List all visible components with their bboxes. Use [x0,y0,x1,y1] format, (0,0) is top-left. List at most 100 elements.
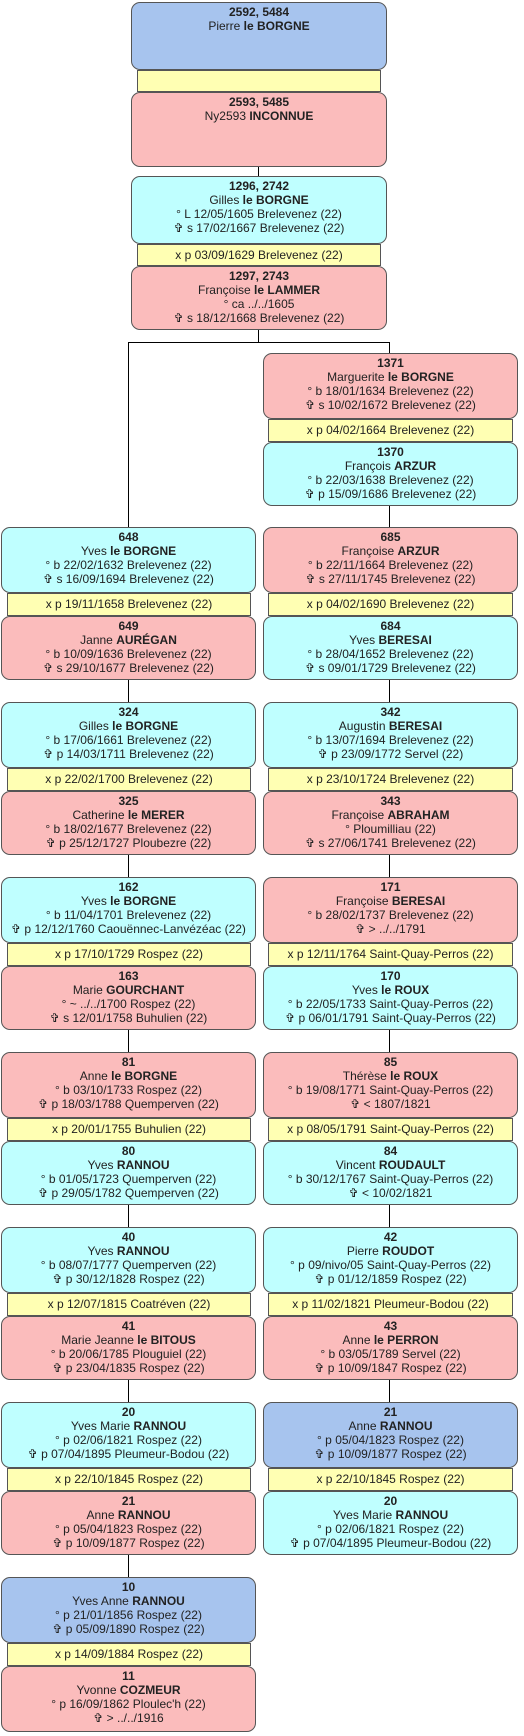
death-event: ✞ p 12/12/1760 Caouënnec-Lanvézéac (22) [11,922,246,936]
connector-vertical [389,506,390,527]
person-number: 21 [121,1494,136,1508]
birth-event: ° b 10/09/1636 Brelevenez (22) [45,647,212,661]
person-name: Marie Jeanne le BITOUS [61,1333,196,1347]
birth-event: ° p 21/01/1856 Rospez (22) [55,1608,202,1622]
death-event: ✞ s 29/10/1677 Brelevenez (22) [43,661,214,675]
person-name: Gilles le BORGNE [209,193,309,207]
person-card[interactable]: 1296, 2742 Gilles le BORGNE ° L 12/05/16… [131,176,387,244]
person-card[interactable]: 85 Thérèse le ROUX ° b 19/08/1771 Saint-… [263,1052,518,1118]
person-card[interactable]: 171 Françoise BERESAI ° b 28/02/1737 Bre… [263,877,518,943]
death-event: ✞ s 10/02/1672 Brelevenez (22) [305,398,476,412]
person-card[interactable]: 163 Marie GOURCHANT ° ~ ../../1700 Rospe… [1,966,256,1030]
connector-vertical [128,855,129,877]
person-card[interactable]: 342 Augustin BERESAI ° b 13/07/1694 Brel… [263,702,518,768]
person-name: Anne RANNOU [348,1419,433,1433]
person-name: Françoise ABRAHAM [331,808,450,822]
person-card[interactable]: 649 Janne AURÉGAN ° b 10/09/1636 Breleve… [1,616,256,680]
person-card[interactable]: 343 Françoise ABRAHAM ° Ploumilliau (22)… [263,791,518,855]
marriage-label: x p 17/10/1729 Rospez (22) [7,943,251,966]
marriage-label: x p 08/05/1791 Saint-Quay-Perros (22) [268,1118,513,1141]
person-name: Yves RANNOU [87,1244,170,1258]
person-number: 324 [118,705,139,719]
person-card[interactable]: 21 Anne RANNOU ° p 05/04/1823 Rospez (22… [1,1491,256,1555]
death-event: ✞ > ../../1791 [355,922,426,936]
connector-vertical [389,1030,390,1052]
death-event: ✞ p 23/09/1772 Servel (22) [317,747,464,761]
death-event: ✞ < 10/02/1821 [348,1186,433,1200]
person-card[interactable]: 162 Yves le BORGNE ° b 11/04/1701 Brelev… [1,877,256,943]
marriage-label: x p 23/10/1724 Brelevenez (22) [268,768,513,791]
person-name: Yves le BORGNE [80,894,177,908]
birth-event: ° b 22/03/1638 Brelevenez (22) [307,473,474,487]
connector-vertical [258,167,259,176]
person-card[interactable]: 40 Yves RANNOU ° b 08/07/1777 Quemperven… [1,1227,256,1293]
death-event: ✞ s 16/09/1694 Brelevenez (22) [43,572,214,586]
death-event: ✞ p 10/09/1877 Rospez (22) [314,1447,467,1461]
person-number: 81 [121,1055,136,1069]
birth-event: ° b 30/12/1767 Saint-Quay-Perros (22) [287,1172,494,1186]
person-number: 170 [380,969,401,983]
person-card[interactable]: 1370 François ARZUR ° b 22/03/1638 Brele… [263,442,518,506]
birth-event: ° b 08/07/1777 Quemperven (22) [40,1258,217,1272]
birth-event: ° b 03/10/1733 Rospez (22) [55,1083,202,1097]
birth-event: ° b 20/06/1785 Plouguiel (22) [50,1347,207,1361]
birth-event: ° p 02/06/1821 Rospez (22) [317,1522,464,1536]
marriage-label: x p 12/11/1764 Saint-Quay-Perros (22) [268,943,513,966]
person-name: Ny2593 INCONNUE [204,109,314,123]
person-name: Françoise ARZUR [341,544,440,558]
person-card[interactable]: 1297, 2743 Françoise le LAMMER ° ca ../.… [131,266,387,330]
person-card[interactable]: 325 Catherine le MERER ° b 18/02/1677 Br… [1,791,256,855]
person-card[interactable]: 2593, 5485 Ny2593 INCONNUE [131,92,387,167]
birth-event: ° b 13/07/1694 Brelevenez (22) [307,733,474,747]
person-name: Yves le ROUX [351,983,430,997]
person-number: 325 [118,794,139,808]
person-name: Augustin BERESAI [338,719,443,733]
person-name: Yves BERESAI [349,633,432,647]
connector-vertical [128,1205,129,1227]
person-card[interactable]: 80 Yves RANNOU ° b 01/05/1723 Quemperven… [1,1141,256,1205]
person-name: François ARZUR [344,459,437,473]
birth-event: ° b 03/05/1789 Servel (22) [320,1347,461,1361]
connector-vertical [389,855,390,877]
birth-event: ° p 05/04/1823 Rospez (22) [55,1522,202,1536]
death-event: ✞ > ../../1916 [93,1711,164,1725]
person-number: 684 [380,619,401,633]
person-card[interactable]: 20 Yves Marie RANNOU ° p 02/06/1821 Rosp… [1,1402,256,1468]
person-card[interactable]: 685 Françoise ARZUR ° b 22/11/1664 Brele… [263,527,518,593]
person-card[interactable]: 81 Anne le BORGNE ° b 03/10/1733 Rospez … [1,1052,256,1118]
person-card[interactable]: 1371 Marguerite le BORGNE ° b 18/01/1634… [263,353,518,419]
person-number: 10 [121,1580,136,1594]
person-card[interactable]: 20 Yves Marie RANNOU ° p 02/06/1821 Rosp… [263,1491,518,1555]
death-event: ✞ p 05/09/1890 Rospez (22) [52,1622,205,1636]
person-card[interactable]: 11 Yvonne COZMEUR ° p 16/09/1862 Ploulec… [1,1666,256,1732]
marriage-label: x p 22/10/1845 Rospez (22) [7,1468,251,1491]
person-number: 1296, 2742 [228,179,290,193]
person-card[interactable]: 648 Yves le BORGNE ° b 22/02/1632 Brelev… [1,527,256,593]
person-card[interactable]: 84 Vincent ROUDAULT ° b 30/12/1767 Saint… [263,1141,518,1205]
person-card[interactable]: 42 Pierre ROUDOT ° p 09/nivo/05 Saint-Qu… [263,1227,518,1293]
death-event: ✞ s 17/02/1667 Brelevenez (22) [173,221,345,235]
connector-horizontal [128,342,389,343]
person-card[interactable]: 41 Marie Jeanne le BITOUS ° b 20/06/1785… [1,1316,256,1380]
birth-event: ° p 02/06/1821 Rospez (22) [55,1433,202,1447]
person-card[interactable]: 170 Yves le ROUX ° b 22/05/1733 Saint-Qu… [263,966,518,1030]
marriage-label: x p 22/02/1700 Brelevenez (22) [7,768,251,791]
connector-vertical [128,1380,129,1402]
person-name: Catherine le MERER [72,808,185,822]
person-name: Anne RANNOU [86,1508,171,1522]
birth-event: ° L 12/05/1605 Brelevenez (22) [176,207,342,221]
person-name: Thérèse le ROUX [342,1069,439,1083]
person-name: Yves le BORGNE [80,544,177,558]
birth-event: ° b 22/02/1632 Brelevenez (22) [45,558,212,572]
person-card[interactable]: 43 Anne le PERRON ° b 03/05/1789 Servel … [263,1316,518,1380]
person-card[interactable]: 2592, 5484 Pierre le BORGNE [131,2,387,70]
person-number: 11 [122,1669,135,1683]
person-card[interactable]: 324 Gilles le BORGNE ° b 17/06/1661 Brel… [1,702,256,768]
person-number: 85 [383,1055,398,1069]
birth-event: ° b 22/05/1733 Saint-Quay-Perros (22) [287,997,494,1011]
person-number: 649 [118,619,139,633]
person-card[interactable]: 684 Yves BERESAI ° b 28/04/1652 Breleven… [263,616,518,680]
person-card[interactable]: 21 Anne RANNOU ° p 05/04/1823 Rospez (22… [263,1402,518,1468]
birth-event: ° b 28/04/1652 Brelevenez (22) [307,647,474,661]
person-card[interactable]: 10 Yves Anne RANNOU ° p 21/01/1856 Rospe… [1,1577,256,1643]
